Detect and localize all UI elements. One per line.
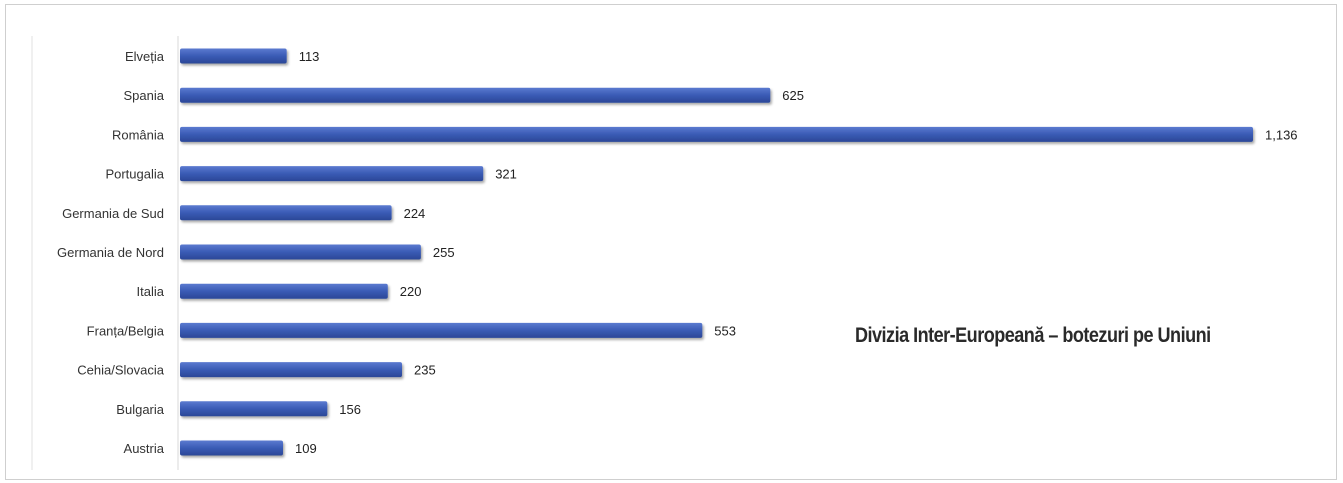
category-label: Portugalia — [105, 167, 164, 182]
category-label: Germania de Sud — [62, 206, 164, 221]
bar — [180, 87, 771, 103]
value-label: 156 — [339, 402, 361, 417]
value-label: 553 — [714, 323, 736, 338]
category-label: România — [112, 127, 165, 142]
category-label: Spania — [124, 88, 165, 103]
bar — [180, 166, 484, 182]
category-label: Franța/Belgia — [87, 323, 165, 338]
chart-frame — [5, 4, 1337, 480]
category-label: Cehia/Slovacia — [77, 363, 164, 378]
category-label: Austria — [124, 441, 165, 456]
category-label: Italia — [137, 284, 165, 299]
bar — [180, 362, 402, 378]
bar — [180, 283, 388, 299]
value-label: 109 — [295, 441, 317, 456]
category-labels-group: Elveția Spania România Portugalia Germania d… — [57, 49, 165, 456]
value-label: 255 — [433, 245, 455, 260]
value-labels-group: 113 625 1,136 321 224 255 220 553 235 156 109 — [295, 49, 1298, 456]
bar — [180, 244, 421, 260]
bars-group — [180, 48, 1253, 456]
value-label: 113 — [299, 49, 320, 64]
value-label: 220 — [400, 284, 422, 299]
bar — [180, 440, 283, 456]
bar — [180, 126, 1253, 142]
category-label: Elveția — [125, 49, 165, 64]
value-label: 625 — [782, 88, 804, 103]
value-label: 1,136 — [1265, 127, 1298, 142]
value-label: 224 — [404, 206, 426, 221]
category-label: Germania de Nord — [57, 245, 164, 260]
value-label: 321 — [495, 167, 517, 182]
bar — [180, 401, 328, 417]
chart-title: Divizia Inter-Europeană – botezuri pe Un… — [855, 324, 1211, 347]
bar — [180, 322, 703, 338]
value-label: 235 — [414, 363, 436, 378]
bar — [180, 48, 287, 64]
bar — [180, 205, 392, 221]
category-label: Bulgaria — [116, 402, 164, 417]
